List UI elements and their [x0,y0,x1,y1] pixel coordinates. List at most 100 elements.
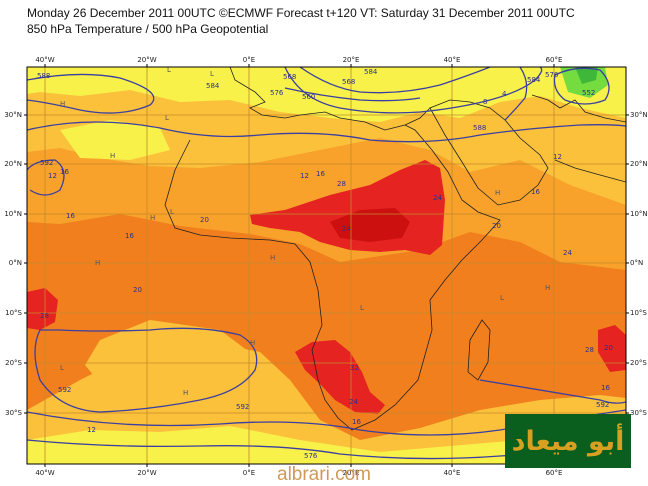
temp-label: 12 [48,172,57,180]
lon-tick-label: 40°E [444,469,461,477]
low-marker: L [60,364,64,372]
temp-label: 16 [66,212,75,220]
low-marker: L [360,304,364,312]
site-watermark: albrari.com [277,464,371,485]
geopotential-label: 584 [206,82,220,90]
high-marker: H [545,284,550,292]
field-green-cold-core [575,67,598,84]
temp-label: 16 [60,168,69,176]
lon-tick-label: 40°W [35,469,54,477]
temp-label: 16 [601,384,610,392]
high-marker: H [250,339,255,347]
field-yellow-south [27,426,626,464]
geopotential-label: 568 [342,78,355,86]
field-red-southern-africa [295,340,385,414]
temp-label: 24 [433,194,442,202]
lon-tick-label: 60°E [546,469,563,477]
brand-logo-text: أبو ميعاد [511,425,625,457]
temp-label: 24 [342,225,351,233]
map-field [27,67,626,464]
temp-label: 20 [133,286,142,294]
high-marker: H [150,214,155,222]
temp-label: 12 [300,172,309,180]
lon-tick-label: 0°E [243,469,255,477]
axis-ticks [24,64,629,467]
bottom-longitude-ticks: 40°W 20°W 0°E 20°E 40°E 60°E [35,469,562,477]
high-marker: H [183,389,188,397]
lat-tick-label: 10°N [4,210,22,218]
right-latitude-ticks: 30°N 20°N 10°N 0°N 10°S 20°S 30°S [630,111,648,417]
geopotential-label: 588 [37,72,50,80]
temp-label: 16 [125,232,134,240]
temp-label: 12 [553,153,562,161]
lat-tick-label: 30°N [4,111,22,119]
temp-label: 28 [337,180,346,188]
chart-title-line-1: Monday 26 December 2011 00UTC ©ECMWF For… [27,6,575,20]
geopotential-label: 552 [582,89,595,97]
temp-label: 16 [316,170,325,178]
temp-label: 16 [531,188,540,196]
high-marker: H [60,100,65,108]
temp-label: 28 [40,312,49,320]
low-marker: L [165,114,169,122]
lat-tick-label: 0°N [9,259,22,267]
pressure-markers: H H H H H H H H H L L L L L L L [60,66,550,397]
field-yellow-north [27,67,626,122]
temp-label: 8 [483,98,487,106]
geopotential-labels: 588 584 592 576 560 568 552 588 584 592 … [37,68,609,460]
low-marker: L [500,294,504,302]
temp-label: 4 [502,90,507,98]
temp-label: 16 [352,418,361,426]
lon-tick-label: 20°W [137,469,156,477]
field-yellow-nw [60,120,170,160]
high-marker: H [495,189,500,197]
lat-tick-label: 30°S [5,409,22,417]
field-red-east [598,325,626,372]
geopotential-label: 584 [364,68,378,76]
temp-label: 28 [585,346,594,354]
lat-tick-label: 20°S [5,359,22,367]
geopotential-label: 592 [40,159,53,167]
temp-label: 24 [349,398,358,406]
field-red-west-atlantic [27,288,58,330]
temp-label: 12 [87,426,96,434]
brand-logo: أبو ميعاد [505,414,631,468]
temp-label: 20 [492,222,501,230]
lon-tick-label: 20°E [343,56,360,64]
lat-tick-label: 10°S [630,309,647,317]
geopotential-label: 592 [236,403,249,411]
lat-tick-label: 30°S [630,409,647,417]
temp-label: 20 [604,344,613,352]
field-light-orange-south-atlantic [85,320,260,410]
temp-label: 20 [200,216,209,224]
field-deep-red-core [330,208,410,242]
chart-title-line-2: 850 hPa Temperature / 500 hPa Geopotenti… [27,22,269,36]
lat-tick-label: 30°N [630,111,648,119]
lat-tick-label: 20°S [630,359,647,367]
low-marker: L [210,70,214,78]
temp-label: 32 [350,364,359,372]
geopotential-label: 568 [283,73,296,81]
left-latitude-ticks: 30°N 20°N 10°N 0°N 10°S 20°S 30°S [4,111,22,417]
high-marker: H [95,259,100,267]
temp-label: 24 [563,249,572,257]
lat-tick-label: 0°N [630,259,643,267]
lon-tick-label: 20°E [343,469,360,477]
lon-tick-label: 40°E [444,56,461,64]
geopotential-label: 576 [304,452,318,460]
coastlines [164,67,626,431]
lon-tick-label: 40°W [35,56,54,64]
low-marker: L [170,208,174,216]
lat-tick-label: 20°N [630,160,648,168]
geopotential-label: 576 [270,89,284,97]
geopotential-label: 592 [596,401,609,409]
lon-tick-label: 60°E [546,56,563,64]
temperature-labels: 28 24 24 28 20 16 16 12 12 16 20 16 8 4 … [40,90,613,434]
lat-tick-label: 10°S [5,309,22,317]
geopotential-label: 588 [473,124,486,132]
geopotential-label: 584 [527,76,541,84]
geopotential-label: 576 [545,71,559,79]
geopotential-label: 592 [58,386,71,394]
lon-tick-label: 20°W [137,56,156,64]
low-marker: L [167,66,171,74]
